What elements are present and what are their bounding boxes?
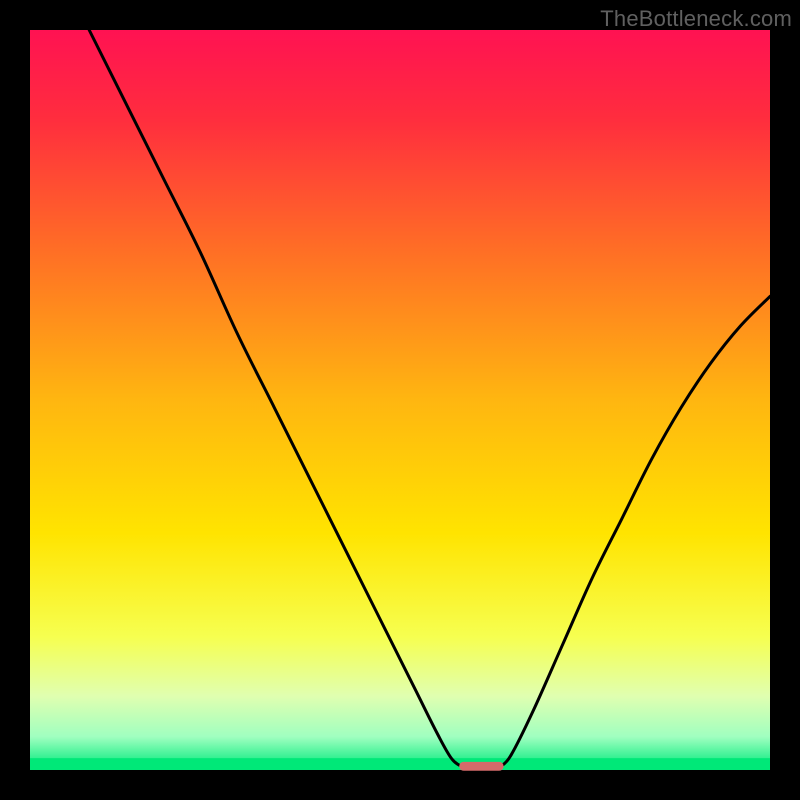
bottleneck-chart xyxy=(0,0,800,800)
optimal-range-marker xyxy=(459,762,503,771)
chart-frame: TheBottleneck.com xyxy=(0,0,800,800)
watermark-text: TheBottleneck.com xyxy=(600,6,792,32)
green-baseline xyxy=(30,758,770,770)
